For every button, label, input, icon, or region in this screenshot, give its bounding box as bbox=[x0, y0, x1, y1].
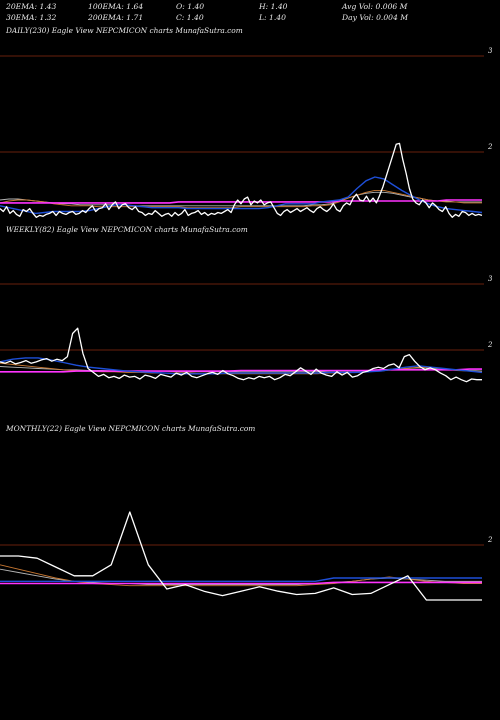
header-avg-vol: Avg Vol: 0.006 M bbox=[342, 2, 408, 11]
daily-ema-orange-line bbox=[0, 189, 482, 209]
header-high: H: 1.40 bbox=[259, 2, 288, 11]
header-day-vol: Day Vol: 0.004 M bbox=[342, 13, 409, 22]
daily-panel-title: DAILY(230) Eagle View NEPCMICON charts M… bbox=[6, 26, 243, 35]
monthly-ema-blue-line bbox=[0, 577, 482, 582]
daily-ema-gray-line bbox=[0, 191, 482, 207]
monthly-panel-title: MONTHLY(22) Eagle View NEPCMICON charts … bbox=[6, 424, 256, 433]
header-low: L: 1.40 bbox=[259, 13, 286, 22]
weekly-ema-magenta-line bbox=[0, 368, 482, 373]
daily-y-label-0: 3 bbox=[488, 47, 493, 55]
daily-ema-blue-line bbox=[0, 176, 483, 215]
header-200ema: 200EMA: 1.71 bbox=[88, 13, 144, 22]
monthly-y-label-0: 2 bbox=[487, 536, 493, 544]
daily-y-label-1: 2 bbox=[487, 143, 493, 151]
weekly-y-label-0: 3 bbox=[488, 275, 493, 283]
weekly-y-label-1: 2 bbox=[487, 341, 493, 349]
header-100ema: 100EMA: 1.64 bbox=[88, 2, 144, 11]
header-20ema: 20EMA: 1.43 bbox=[6, 2, 57, 11]
weekly-panel-title: WEEKLY(82) Eagle View NEPCMICON charts M… bbox=[6, 225, 248, 234]
header-close: C: 1.40 bbox=[176, 13, 204, 22]
weekly-ema-blue-line bbox=[0, 357, 483, 375]
header-open: O: 1.40 bbox=[176, 2, 205, 11]
daily-price-line bbox=[0, 142, 483, 218]
monthly-ema-magenta-line bbox=[0, 581, 482, 585]
header-30ema: 30EMA: 1.32 bbox=[6, 13, 57, 22]
daily-ema-magenta-line bbox=[0, 199, 482, 204]
weekly-price-line bbox=[0, 327, 482, 383]
monthly-price-line bbox=[0, 511, 482, 601]
